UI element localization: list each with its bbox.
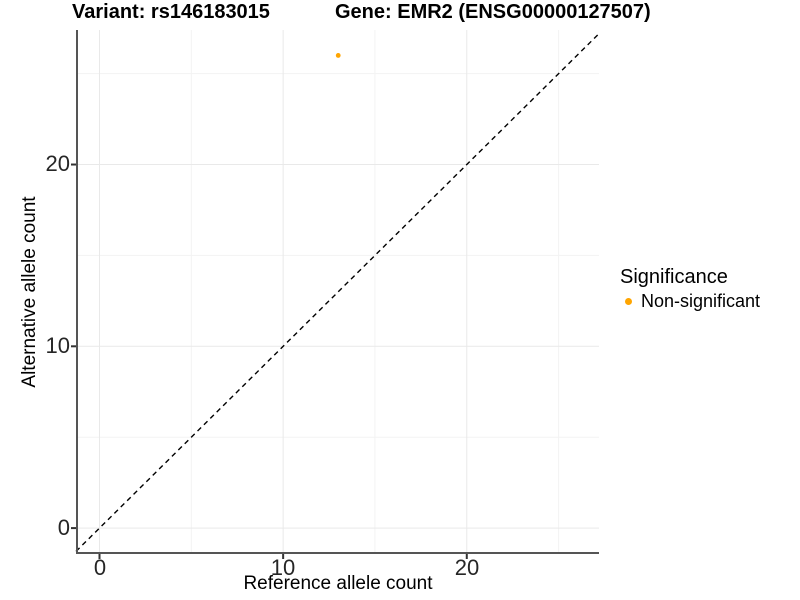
y-axis-title: Alternative allele count xyxy=(19,196,40,388)
y-tick-label: 10 xyxy=(45,333,70,358)
identity-line xyxy=(75,33,600,552)
legend-item: Non-significant xyxy=(620,290,760,312)
legend-panel: Significance Non-significant xyxy=(620,266,760,312)
legend-point-icon xyxy=(625,297,632,305)
legend-title: Significance xyxy=(620,266,728,288)
data-point xyxy=(335,53,341,58)
plot-title-variant: Variant: rs146183015 xyxy=(72,1,270,23)
plot-title-gene: Gene: EMR2 (ENSG00000127507) xyxy=(335,1,651,23)
x-axis-title: Reference allele count xyxy=(243,573,433,594)
x-tick-label: 10 xyxy=(270,555,296,580)
y-tick-label: 0 xyxy=(57,515,70,540)
x-tick-label: 20 xyxy=(454,555,480,580)
y-tick-label: 20 xyxy=(45,151,70,176)
x-tick-label: 0 xyxy=(93,555,107,580)
legend-item-label: Non-significant xyxy=(641,291,761,311)
